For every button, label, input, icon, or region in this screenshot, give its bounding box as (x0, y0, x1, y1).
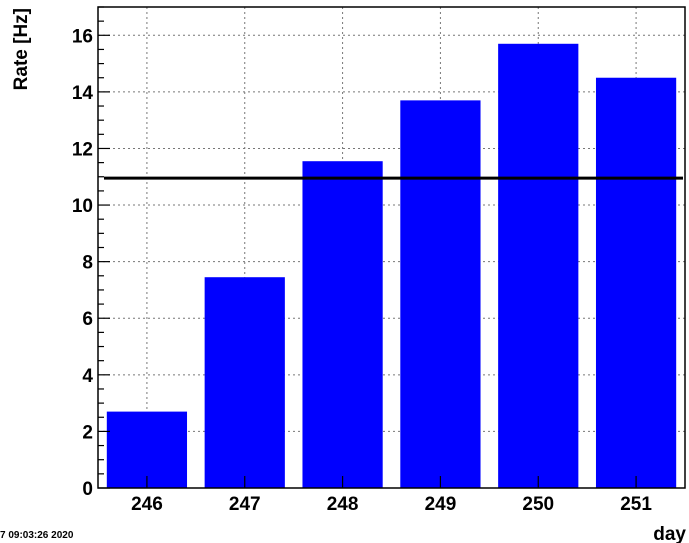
y-tick-label: 8 (82, 253, 93, 274)
bar-248 (302, 161, 383, 488)
x-tick-label: 250 (522, 494, 554, 515)
x-axis-ticks: 246 247 248 249 250 251 (131, 476, 652, 515)
y-tick-label: 14 (72, 83, 94, 104)
bar-247 (204, 277, 285, 488)
y-tick-label: 16 (72, 26, 93, 47)
x-tick-label: 248 (327, 494, 359, 515)
x-tick-label: 249 (425, 494, 457, 515)
x-axis-title: day (653, 524, 686, 543)
x-tick-label: 246 (131, 494, 163, 515)
y-axis-title: Rate [Hz] (11, 8, 32, 90)
y-tick-label: 6 (82, 309, 93, 330)
bar-251 (595, 77, 677, 488)
bar-249 (400, 100, 481, 488)
bar-250 (498, 43, 579, 489)
bars (106, 43, 677, 489)
y-tick-label: 2 (82, 422, 93, 443)
y-axis-ticks: 0 2 4 6 8 10 12 14 16 (72, 6, 110, 500)
y-tick-label: 12 (72, 139, 93, 160)
y-tick-label: 10 (72, 196, 93, 217)
bar-246 (106, 411, 188, 488)
x-tick-label: 251 (620, 494, 652, 515)
y-tick-label: 0 (82, 479, 93, 500)
y-tick-label: 4 (82, 366, 93, 387)
x-tick-label: 247 (229, 494, 261, 515)
timestamp-stamp: 7 09:03:26 2020 (0, 530, 74, 541)
